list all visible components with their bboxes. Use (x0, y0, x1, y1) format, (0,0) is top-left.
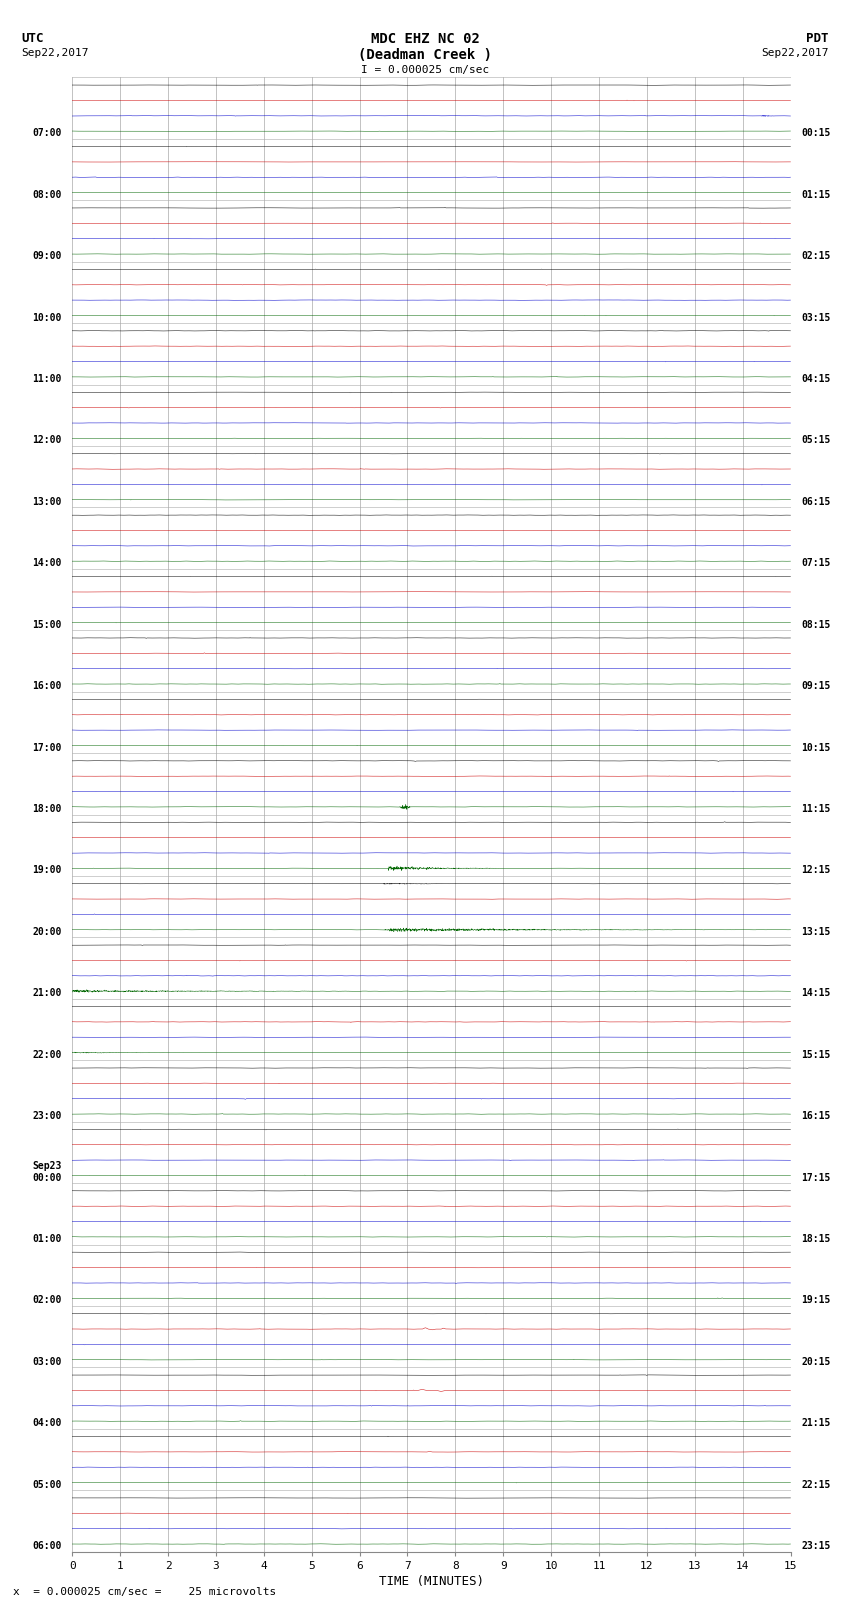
Text: Sep22,2017: Sep22,2017 (21, 48, 88, 58)
Text: (Deadman Creek ): (Deadman Creek ) (358, 48, 492, 63)
Text: 10:00: 10:00 (32, 313, 62, 323)
Text: 03:00: 03:00 (32, 1357, 62, 1366)
Text: 22:15: 22:15 (801, 1479, 830, 1490)
Text: 23:15: 23:15 (801, 1540, 830, 1552)
Text: Sep23
00:00: Sep23 00:00 (32, 1161, 62, 1182)
Text: 08:15: 08:15 (801, 619, 830, 629)
Text: 16:15: 16:15 (801, 1111, 830, 1121)
Text: 00:15: 00:15 (801, 129, 830, 139)
Text: 09:00: 09:00 (32, 252, 62, 261)
Text: 16:00: 16:00 (32, 681, 62, 690)
Text: 11:15: 11:15 (801, 803, 830, 815)
Text: 14:00: 14:00 (32, 558, 62, 568)
Text: 15:15: 15:15 (801, 1050, 830, 1060)
Text: 13:15: 13:15 (801, 927, 830, 937)
Text: 17:00: 17:00 (32, 742, 62, 753)
Text: 21:15: 21:15 (801, 1418, 830, 1428)
Text: MDC EHZ NC 02: MDC EHZ NC 02 (371, 32, 479, 47)
X-axis label: TIME (MINUTES): TIME (MINUTES) (379, 1574, 484, 1587)
Text: 09:15: 09:15 (801, 681, 830, 690)
Text: 20:00: 20:00 (32, 927, 62, 937)
Text: 07:00: 07:00 (32, 129, 62, 139)
Text: 03:15: 03:15 (801, 313, 830, 323)
Text: x  = 0.000025 cm/sec =    25 microvolts: x = 0.000025 cm/sec = 25 microvolts (13, 1587, 276, 1597)
Text: 19:15: 19:15 (801, 1295, 830, 1305)
Text: 17:15: 17:15 (801, 1173, 830, 1182)
Text: Sep22,2017: Sep22,2017 (762, 48, 829, 58)
Text: 04:00: 04:00 (32, 1418, 62, 1428)
Text: 15:00: 15:00 (32, 619, 62, 629)
Text: 19:00: 19:00 (32, 866, 62, 876)
Text: PDT: PDT (807, 32, 829, 45)
Text: 02:00: 02:00 (32, 1295, 62, 1305)
Text: 01:15: 01:15 (801, 190, 830, 200)
Text: 02:15: 02:15 (801, 252, 830, 261)
Text: 18:00: 18:00 (32, 803, 62, 815)
Text: 13:00: 13:00 (32, 497, 62, 506)
Text: 06:15: 06:15 (801, 497, 830, 506)
Text: 21:00: 21:00 (32, 989, 62, 998)
Text: 05:00: 05:00 (32, 1479, 62, 1490)
Text: 08:00: 08:00 (32, 190, 62, 200)
Text: 11:00: 11:00 (32, 374, 62, 384)
Text: 14:15: 14:15 (801, 989, 830, 998)
Text: 01:00: 01:00 (32, 1234, 62, 1244)
Text: 04:15: 04:15 (801, 374, 830, 384)
Text: 12:15: 12:15 (801, 866, 830, 876)
Text: 05:15: 05:15 (801, 436, 830, 445)
Text: 20:15: 20:15 (801, 1357, 830, 1366)
Text: 06:00: 06:00 (32, 1540, 62, 1552)
Text: I = 0.000025 cm/sec: I = 0.000025 cm/sec (361, 65, 489, 74)
Text: 18:15: 18:15 (801, 1234, 830, 1244)
Text: 22:00: 22:00 (32, 1050, 62, 1060)
Text: 07:15: 07:15 (801, 558, 830, 568)
Text: UTC: UTC (21, 32, 43, 45)
Text: 23:00: 23:00 (32, 1111, 62, 1121)
Text: 12:00: 12:00 (32, 436, 62, 445)
Text: 10:15: 10:15 (801, 742, 830, 753)
